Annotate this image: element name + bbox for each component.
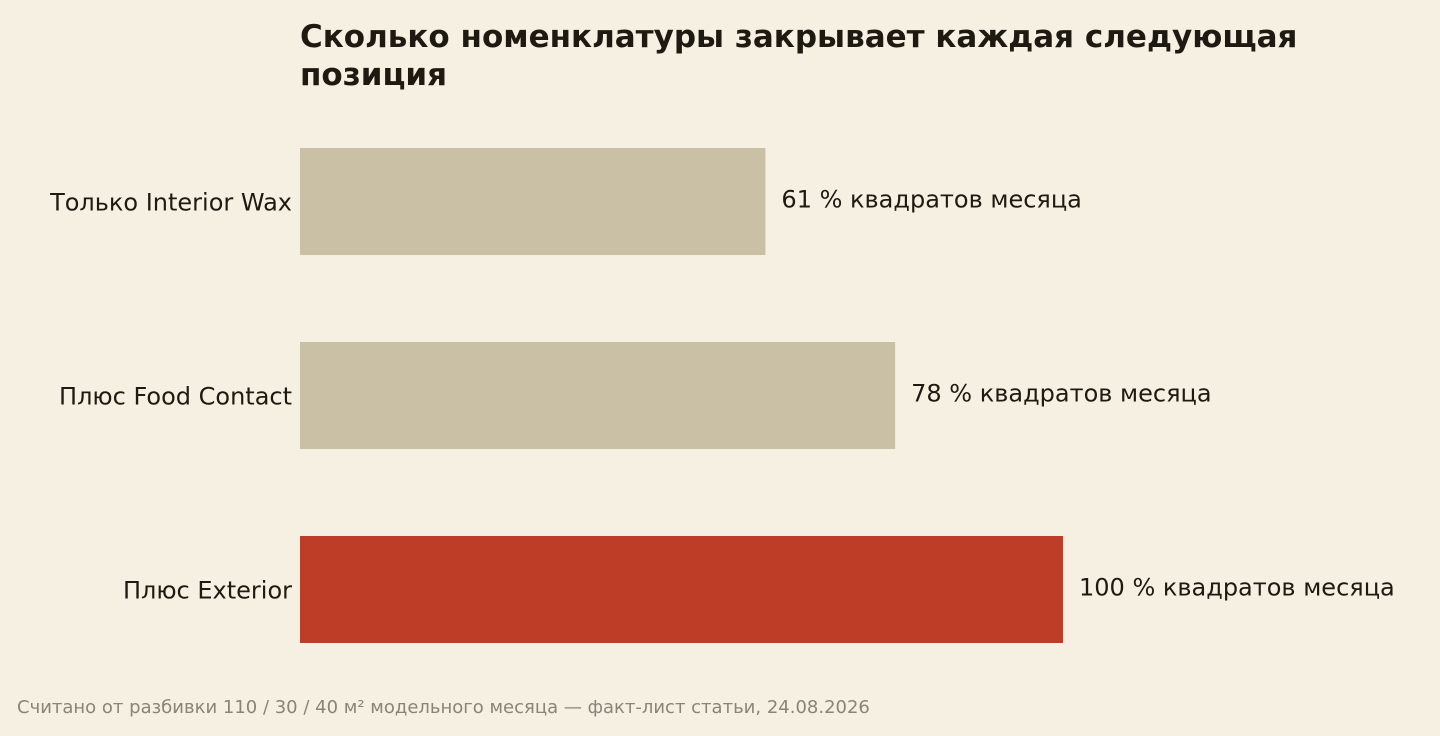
bar <box>300 342 896 449</box>
bar <box>300 148 766 255</box>
chart-title: Сколько номенклатуры закрывает каждая сл… <box>300 19 1298 93</box>
data-label: 61 % квадратов месяца <box>781 186 1081 214</box>
data-label: 100 % квадратов месяца <box>1079 574 1395 602</box>
category-label: Плюс Exterior <box>123 577 292 605</box>
category-label: Плюс Food Contact <box>59 383 292 411</box>
category-label: Только Interior Wax <box>49 189 292 217</box>
source-footnote: Считано от разбивки 110 / 30 / 40 м² мод… <box>17 697 870 718</box>
data-label: 78 % квадратов месяца <box>911 380 1211 408</box>
bar <box>300 536 1063 643</box>
